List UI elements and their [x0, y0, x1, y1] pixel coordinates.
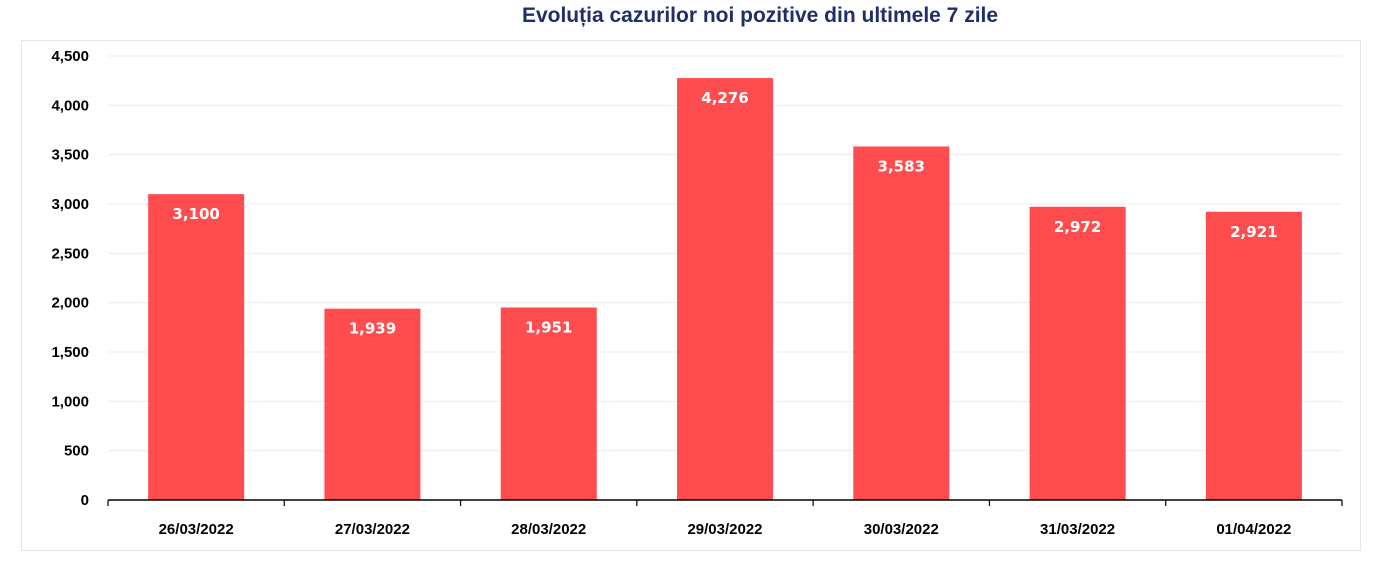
- x-tick-label: 26/03/2022: [159, 521, 234, 538]
- bar: [148, 194, 245, 500]
- data-label: 2,921: [1230, 223, 1277, 241]
- bar: [324, 308, 421, 500]
- bar: [500, 307, 597, 500]
- y-tick-label: 0: [81, 492, 89, 509]
- y-tick-label: 2,500: [51, 245, 89, 262]
- y-tick-label: 500: [64, 443, 89, 460]
- x-tick-label: 29/03/2022: [687, 521, 762, 538]
- y-tick-label: 4,000: [51, 97, 89, 114]
- y-tick-label: 1,000: [51, 393, 89, 410]
- y-tick-labels: 0 500 1,000 1,500 2,000 2,500 3,000 3,500 4,000 4…: [51, 48, 89, 509]
- x-tick-label: 31/03/2022: [1040, 521, 1115, 538]
- x-tick-label: 27/03/2022: [335, 521, 410, 538]
- bar: [677, 78, 773, 501]
- chart-frame: [21, 40, 1361, 551]
- y-tick-label: 1,500: [51, 344, 89, 361]
- y-tick-label: 2,000: [51, 295, 89, 312]
- data-label: 2,972: [1054, 218, 1101, 236]
- bar: [1205, 211, 1302, 500]
- data-label: 3,583: [878, 157, 925, 175]
- data-label: 4,276: [701, 89, 748, 107]
- bar: [853, 146, 950, 500]
- x-tick-label: 30/03/2022: [864, 521, 939, 538]
- axes: [107, 499, 1343, 506]
- y-tick-label: 3,000: [51, 196, 89, 213]
- data-labels: 3,100 1,939 1,951 4,276 3,583 2,972 2,921: [172, 89, 1277, 338]
- chart-title: Evoluția cazurilor noi pozitive din ulti…: [521, 4, 999, 27]
- data-label: 1,939: [349, 320, 396, 338]
- bar: [1029, 206, 1126, 500]
- x-tick-labels: 26/03/2022 27/03/2022 28/03/2022 29/03/2022…: [159, 521, 1292, 538]
- x-tick-label: 01/04/2022: [1216, 521, 1291, 538]
- data-label: 3,100: [172, 205, 219, 223]
- x-tick-label: 28/03/2022: [511, 521, 586, 538]
- y-tick-label: 4,500: [51, 48, 89, 65]
- bars: [148, 78, 1302, 501]
- y-tick-label: 3,500: [51, 147, 89, 164]
- data-label: 1,951: [525, 319, 572, 337]
